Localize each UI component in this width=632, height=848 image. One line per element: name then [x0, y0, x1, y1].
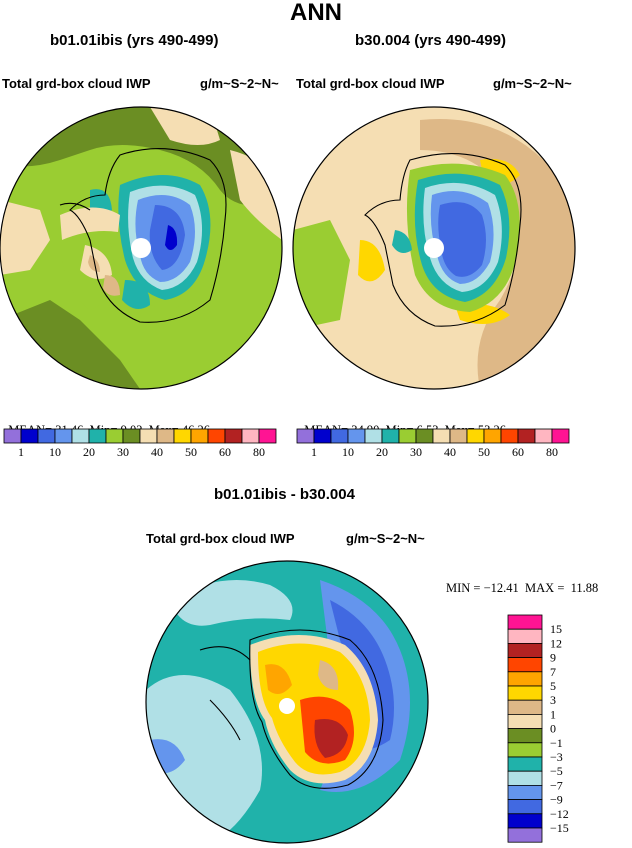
- panel1-colorbar-label: 80: [253, 445, 265, 459]
- panel1-colorbar-label: 60: [219, 445, 231, 459]
- diff-title: b01.01ibis - b30.004: [214, 486, 355, 503]
- diff-colorbar-swatch: [507, 628, 543, 644]
- panel1-colorbar-label: 1: [18, 445, 24, 459]
- panel2-colorbar-swatch: [449, 428, 468, 444]
- panel2-colorbar-swatch: [330, 428, 349, 444]
- panel2-colorbar-swatch: [517, 428, 536, 444]
- diff-colorbar-label: −1: [550, 736, 563, 750]
- panel1-colorbar-swatch: [224, 428, 243, 444]
- panel1-colorbar-swatch: [139, 428, 158, 444]
- diff-colorbar-swatch: [507, 657, 543, 673]
- panel1-colorbar-label: 30: [117, 445, 129, 459]
- panel1-colorbar-swatch: [156, 428, 175, 444]
- panel2-case-title: b30.004 (yrs 490-499): [355, 32, 506, 49]
- diff-colorbar-label: −7: [550, 778, 563, 792]
- panel2-colorbar-swatch: [483, 428, 502, 444]
- panel2-colorbar-swatch: [364, 428, 383, 444]
- diff-units-label: g/m~S~2~N~: [346, 531, 425, 546]
- panel2-colorbar-swatch: [500, 428, 519, 444]
- diff-colorbar-swatch: [507, 770, 543, 786]
- diff-colorbar-swatch: [507, 813, 543, 829]
- panel1-colorbar-label: 20: [83, 445, 95, 459]
- panel2-colorbar-label: 20: [376, 445, 388, 459]
- diff-colorbar-label: −3: [550, 750, 563, 764]
- diff-colorbar-swatch: [507, 785, 543, 801]
- panel2-colorbar-label: 50: [478, 445, 490, 459]
- diff-colorbar-swatch: [507, 714, 543, 730]
- panel2-colorbar-swatch: [551, 428, 570, 444]
- diff-colorbar-swatch: [507, 742, 543, 758]
- panel2-colorbar-swatch: [415, 428, 434, 444]
- diff-colorbar-label: 1: [550, 707, 556, 721]
- diff-colorbar-label: 9: [550, 651, 556, 665]
- main-title: ANN: [290, 0, 342, 26]
- diff-colorbar-swatch: [507, 699, 543, 715]
- diff-colorbar-label: −5: [550, 764, 563, 778]
- panel2-colorbar-swatch: [398, 428, 417, 444]
- diff-colorbar-swatch: [507, 827, 543, 843]
- panel1-colorbar-label: 50: [185, 445, 197, 459]
- panel2-colorbar-label: 80: [546, 445, 558, 459]
- panel2-colorbar-swatch: [296, 428, 315, 444]
- panel2-colorbar-swatch: [432, 428, 451, 444]
- diff-colorbar-label: 5: [550, 679, 556, 693]
- panel1-case-title: b01.01ibis (yrs 490-499): [50, 32, 219, 49]
- panel1-colorbar-label: 10: [49, 445, 61, 459]
- panel1-colorbar-swatch: [37, 428, 56, 444]
- diff-colorbar-label: −12: [550, 807, 569, 821]
- diff-colorbar-label: 3: [550, 693, 556, 707]
- diff-colorbar-swatch: [507, 756, 543, 772]
- panel1-colorbar-swatch: [3, 428, 22, 444]
- panel1-colorbar-swatch: [20, 428, 39, 444]
- diff-variable-label: Total grd-box cloud IWP: [146, 531, 295, 546]
- panel1-colorbar-swatch: [54, 428, 73, 444]
- panel2-colorbar: 1 10 20 30 40 50 60 80: [296, 428, 570, 459]
- panel1-units-label: g/m~S~2~N~: [200, 76, 279, 91]
- panel2-colorbar-label: 40: [444, 445, 456, 459]
- diff-colorbar-swatch: [507, 685, 543, 701]
- panel1-map: [0, 107, 282, 389]
- panel2-colorbar-swatch: [347, 428, 366, 444]
- diff-colorbar-swatch: [507, 728, 543, 744]
- panel1-colorbar-swatch: [207, 428, 226, 444]
- panel1-colorbar-swatch: [71, 428, 90, 444]
- panel1-variable-label: Total grd-box cloud IWP: [2, 76, 151, 91]
- diff-colorbar-label: 12: [550, 636, 562, 650]
- panel2-colorbar-swatch: [381, 428, 400, 444]
- panel1-colorbar-swatch: [241, 428, 260, 444]
- panel1-colorbar-swatch: [190, 428, 209, 444]
- diff-colorbar-label: 0: [550, 722, 556, 736]
- diff-colorbar-label: 15: [550, 622, 562, 636]
- panel1-colorbar-label: 40: [151, 445, 163, 459]
- panel2-colorbar-label: 30: [410, 445, 422, 459]
- panel2-colorbar-swatch: [466, 428, 485, 444]
- panel2-colorbar-label: 60: [512, 445, 524, 459]
- panel1-colorbar-swatch: [173, 428, 192, 444]
- diff-colorbar-swatch: [507, 799, 543, 815]
- panel2-units-label: g/m~S~2~N~: [493, 76, 572, 91]
- diff-colorbar-label: −15: [550, 821, 569, 835]
- panel2-colorbar-label: 1: [311, 445, 317, 459]
- panel1-colorbar-swatch: [88, 428, 107, 444]
- panel2-colorbar-swatch: [313, 428, 332, 444]
- diff-colorbar-swatch: [507, 614, 543, 630]
- panel1-colorbar-swatch: [258, 428, 277, 444]
- diff-min-max: MIN = −12.41 MAX = 11.88: [446, 581, 599, 595]
- panel2-colorbar-label: 10: [342, 445, 354, 459]
- diff-colorbar-label: 7: [550, 665, 556, 679]
- diff-colorbar-label: −9: [550, 793, 563, 807]
- panel1-colorbar-swatch: [105, 428, 124, 444]
- panel2-variable-label: Total grd-box cloud IWP: [296, 76, 445, 91]
- panel1-colorbar-swatch: [122, 428, 141, 444]
- panel2-map: [293, 107, 575, 389]
- diff-colorbar-swatch: [507, 643, 543, 659]
- panel1-colorbar: 1 10 20 30 40 50 60 80: [3, 428, 277, 459]
- panel2-colorbar-swatch: [534, 428, 553, 444]
- diff-map: [146, 561, 428, 843]
- diff-colorbar-swatch: [507, 671, 543, 687]
